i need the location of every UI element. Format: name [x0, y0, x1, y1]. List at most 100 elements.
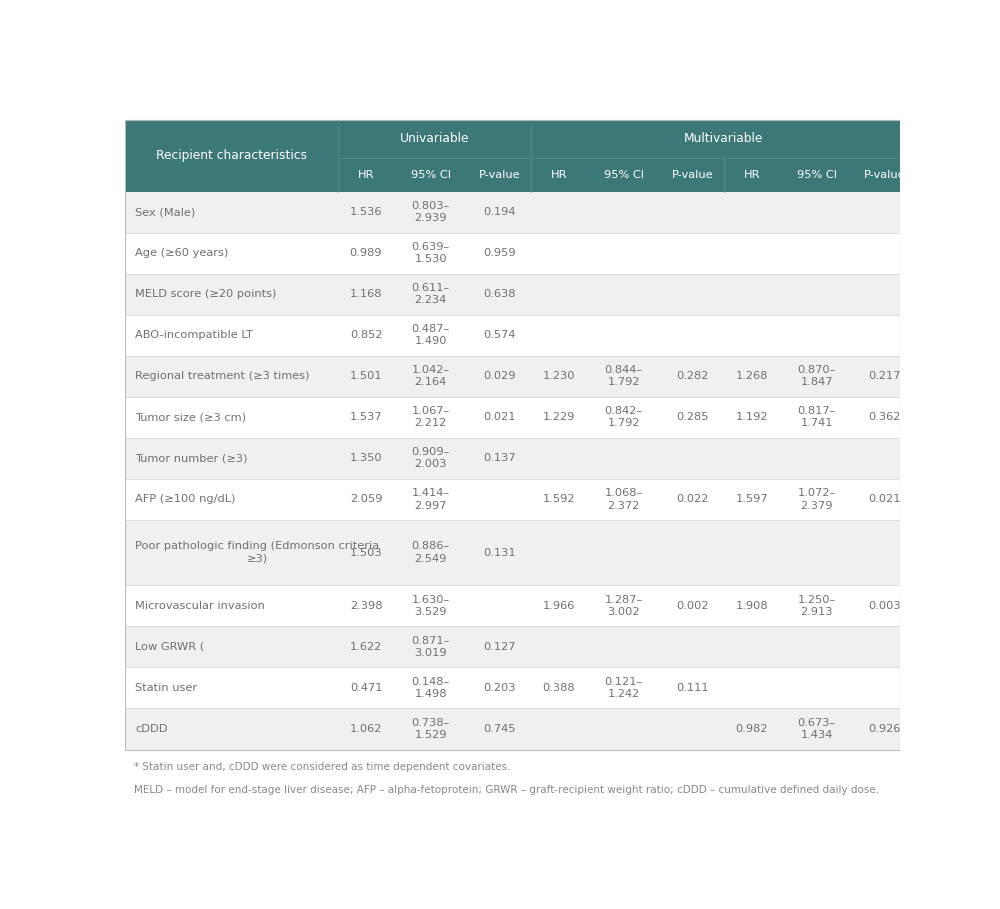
Text: 0.002: 0.002: [676, 601, 709, 611]
Text: 95% CI: 95% CI: [411, 170, 451, 180]
Text: 1.501: 1.501: [350, 371, 382, 381]
Text: HR: HR: [551, 170, 567, 180]
Text: P-value: P-value: [864, 170, 905, 180]
Text: 0.989: 0.989: [350, 248, 382, 258]
Bar: [125, 120, 900, 158]
Bar: [125, 192, 900, 233]
Bar: [125, 233, 900, 274]
Text: Statin user: Statin user: [135, 683, 197, 693]
Text: 0.127: 0.127: [483, 642, 516, 652]
Text: * Statin user and, cDDD were considered as time dependent covariates.: * Statin user and, cDDD were considered …: [134, 762, 511, 772]
Text: cDDD: cDDD: [135, 724, 168, 734]
Text: 1.414–
2.997: 1.414– 2.997: [412, 488, 450, 511]
Text: ABO-incompatible LT: ABO-incompatible LT: [135, 330, 253, 340]
Text: 0.121–
1.242: 0.121– 1.242: [605, 677, 643, 699]
Text: 1.068–
2.372: 1.068– 2.372: [605, 488, 643, 511]
Bar: [125, 585, 900, 626]
Text: 1.592: 1.592: [543, 494, 575, 504]
Text: AFP (≥100 ng/dL): AFP (≥100 ng/dL): [135, 494, 235, 504]
Text: 0.362: 0.362: [868, 413, 901, 423]
Text: HR: HR: [358, 170, 374, 180]
Text: 2.398: 2.398: [350, 601, 382, 611]
Text: 0.029: 0.029: [483, 371, 516, 381]
Text: 1.067–
2.212: 1.067– 2.212: [412, 406, 450, 428]
Text: 0.982: 0.982: [736, 724, 768, 734]
Text: 0.203: 0.203: [483, 683, 516, 693]
Text: 1.622: 1.622: [350, 642, 382, 652]
Text: Tumor size (≥3 cm): Tumor size (≥3 cm): [135, 413, 246, 423]
Text: Sex (Male): Sex (Male): [135, 207, 195, 217]
Text: 0.574: 0.574: [483, 330, 516, 340]
Text: 0.886–
2.549: 0.886– 2.549: [412, 542, 450, 564]
Text: MELD – model for end-stage liver disease; AFP – alpha-fetoprotein; GRWR – graft-: MELD – model for end-stage liver disease…: [134, 785, 879, 795]
Text: 0.148–
1.498: 0.148– 1.498: [412, 677, 450, 699]
Text: 0.285: 0.285: [676, 413, 709, 423]
Text: 0.471: 0.471: [350, 683, 382, 693]
Text: 0.745: 0.745: [483, 724, 516, 734]
Text: 1.537: 1.537: [350, 413, 382, 423]
Bar: [125, 708, 900, 750]
Bar: [125, 479, 900, 520]
Text: 1.268: 1.268: [736, 371, 768, 381]
Bar: [125, 626, 900, 667]
Text: 1.350: 1.350: [350, 454, 382, 464]
Text: 1.229: 1.229: [543, 413, 575, 423]
Text: 0.852: 0.852: [350, 330, 382, 340]
Bar: [125, 438, 900, 479]
Text: 0.021: 0.021: [483, 413, 516, 423]
Text: P-value: P-value: [671, 170, 713, 180]
Text: 0.909–
2.003: 0.909– 2.003: [412, 447, 450, 469]
Text: 0.388: 0.388: [543, 683, 575, 693]
Text: HR: HR: [744, 170, 760, 180]
Text: Recipient characteristics: Recipient characteristics: [156, 149, 307, 162]
Text: 0.003: 0.003: [868, 601, 901, 611]
Text: Regional treatment (≥3 times): Regional treatment (≥3 times): [135, 371, 310, 381]
Text: Poor pathologic finding (Edmonson criteria
≥3): Poor pathologic finding (Edmonson criter…: [135, 542, 379, 564]
Text: 0.803–
2.939: 0.803– 2.939: [412, 201, 450, 224]
Text: 1.062: 1.062: [350, 724, 382, 734]
Text: 1.966: 1.966: [543, 601, 575, 611]
Text: Multivariable: Multivariable: [684, 133, 763, 145]
Text: 0.673–
1.434: 0.673– 1.434: [798, 718, 836, 740]
Text: 0.844–
1.792: 0.844– 1.792: [605, 365, 643, 387]
Text: Univariable: Univariable: [400, 133, 469, 145]
Text: 0.959: 0.959: [483, 248, 516, 258]
Text: 0.817–
1.741: 0.817– 1.741: [797, 406, 836, 428]
Text: 1.192: 1.192: [736, 413, 768, 423]
Bar: [125, 274, 900, 315]
Text: 1.908: 1.908: [736, 601, 768, 611]
Text: Tumor number (≥3): Tumor number (≥3): [135, 454, 248, 464]
Text: 2.059: 2.059: [350, 494, 382, 504]
Text: 1.072–
2.379: 1.072– 2.379: [798, 488, 836, 511]
Text: 1.042–
2.164: 1.042– 2.164: [412, 365, 450, 387]
Text: 0.842–
1.792: 0.842– 1.792: [605, 406, 643, 428]
Text: 1.630–
3.529: 1.630– 3.529: [412, 594, 450, 617]
Text: 0.194: 0.194: [483, 207, 516, 217]
Text: 1.168: 1.168: [350, 289, 382, 299]
Bar: [125, 396, 900, 438]
Text: 1.503: 1.503: [350, 547, 382, 557]
Text: 0.487–
1.490: 0.487– 1.490: [412, 324, 450, 346]
Text: 95% CI: 95% CI: [797, 170, 837, 180]
Text: 0.871–
3.019: 0.871– 3.019: [412, 635, 450, 658]
Text: Age (≥60 years): Age (≥60 years): [135, 248, 228, 258]
Text: 0.131: 0.131: [483, 547, 516, 557]
Text: 1.250–
2.913: 1.250– 2.913: [798, 594, 836, 617]
Text: 0.217: 0.217: [868, 371, 901, 381]
Text: 0.111: 0.111: [676, 683, 709, 693]
Text: Microvascular invasion: Microvascular invasion: [135, 601, 265, 611]
Text: 0.282: 0.282: [676, 371, 708, 381]
Text: 1.597: 1.597: [736, 494, 768, 504]
Text: 95% CI: 95% CI: [604, 170, 644, 180]
Bar: [125, 520, 900, 585]
Text: 0.021: 0.021: [868, 494, 901, 504]
Text: MELD score (≥20 points): MELD score (≥20 points): [135, 289, 276, 299]
Text: 0.611–
2.234: 0.611– 2.234: [412, 283, 450, 305]
Bar: [125, 355, 900, 396]
Text: 1.230: 1.230: [543, 371, 575, 381]
Text: 1.287–
3.002: 1.287– 3.002: [605, 594, 643, 617]
Text: P-value: P-value: [479, 170, 520, 180]
Bar: [125, 158, 900, 192]
Text: 0.738–
1.529: 0.738– 1.529: [412, 718, 450, 740]
Text: 0.639–
1.530: 0.639– 1.530: [412, 242, 450, 265]
